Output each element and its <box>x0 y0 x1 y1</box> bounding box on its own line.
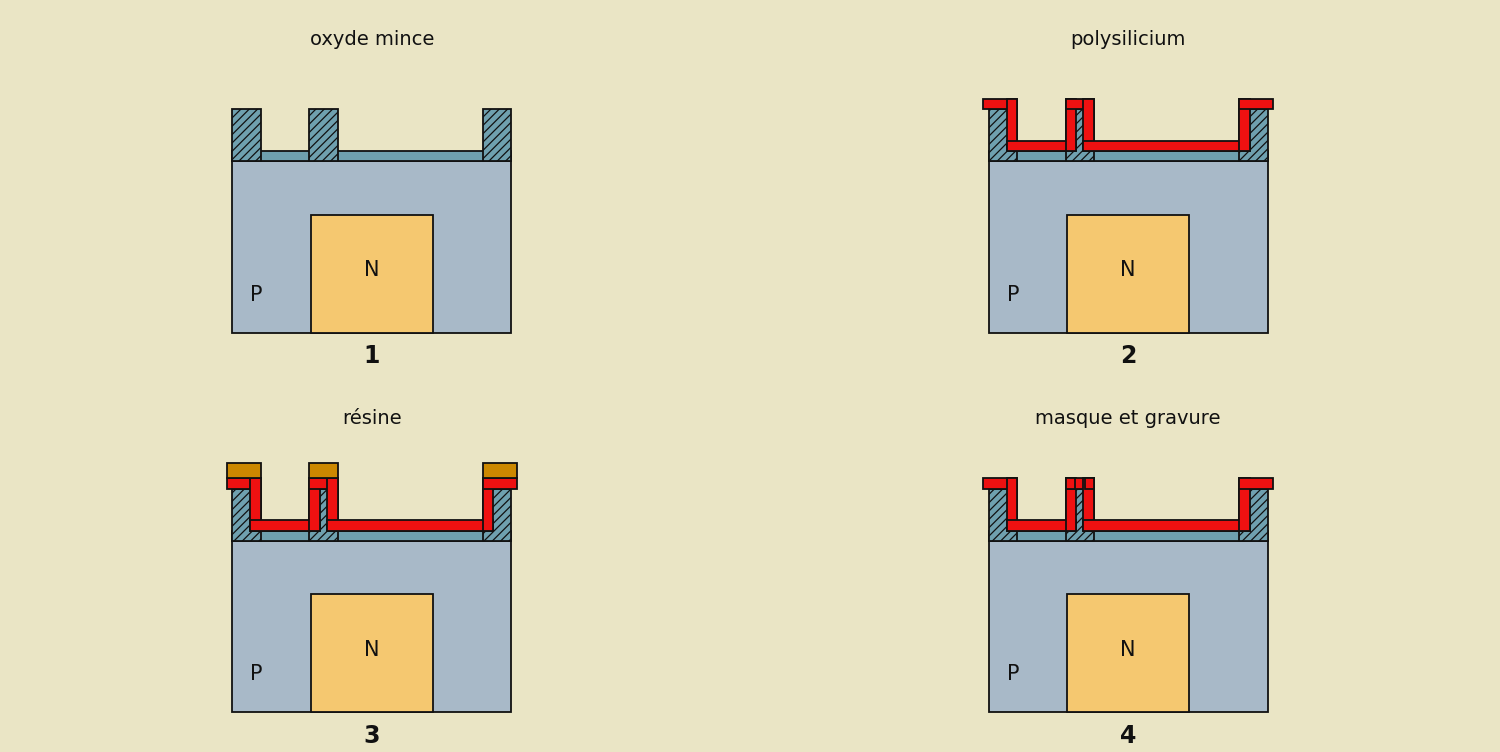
Bar <box>988 489 1017 541</box>
Bar <box>1239 478 1274 489</box>
Bar <box>1007 99 1017 151</box>
Bar <box>232 110 261 162</box>
Bar <box>984 478 1017 489</box>
Text: P: P <box>251 664 262 684</box>
Bar <box>232 541 512 712</box>
Bar <box>1239 99 1274 110</box>
Bar <box>483 478 494 531</box>
Bar <box>310 215 432 333</box>
Bar <box>988 110 1017 162</box>
Bar <box>232 162 512 333</box>
Bar <box>309 478 320 531</box>
Bar <box>483 478 516 489</box>
Bar <box>310 594 432 712</box>
Text: 1: 1 <box>363 344 380 368</box>
Bar <box>226 463 261 478</box>
Bar <box>988 541 1268 712</box>
Bar <box>988 531 1268 541</box>
Bar <box>1065 489 1094 541</box>
Bar <box>1065 478 1094 489</box>
Bar <box>309 463 338 478</box>
Text: oxyde mince: oxyde mince <box>309 30 434 49</box>
Text: N: N <box>1120 640 1136 660</box>
Text: N: N <box>364 260 380 280</box>
Text: P: P <box>1007 285 1019 305</box>
Text: 4: 4 <box>1120 723 1137 747</box>
Text: résine: résine <box>342 409 402 429</box>
Bar <box>1239 110 1268 162</box>
Bar <box>1065 110 1094 162</box>
Bar <box>309 110 338 162</box>
Bar <box>309 478 338 489</box>
Bar <box>1068 594 1190 712</box>
Bar <box>483 110 512 162</box>
Text: polysilicium: polysilicium <box>1071 30 1186 49</box>
Text: P: P <box>1007 664 1019 684</box>
Text: N: N <box>1120 260 1136 280</box>
Text: N: N <box>364 640 380 660</box>
Bar <box>1083 141 1250 151</box>
Text: P: P <box>251 285 262 305</box>
Bar <box>1065 478 1077 531</box>
Bar <box>226 478 261 489</box>
Bar <box>1065 99 1077 151</box>
Bar <box>232 531 512 541</box>
Bar <box>1083 99 1094 151</box>
Bar <box>1239 478 1250 531</box>
Bar <box>232 151 512 162</box>
Bar <box>1086 478 1094 489</box>
Bar <box>1007 141 1077 151</box>
Bar <box>1007 478 1017 531</box>
Bar <box>309 489 338 541</box>
Bar <box>1083 520 1250 531</box>
Bar <box>327 478 338 531</box>
Bar <box>327 520 494 531</box>
Bar <box>251 520 320 531</box>
Bar <box>984 99 1017 110</box>
Text: 3: 3 <box>363 723 380 747</box>
Bar <box>232 489 261 541</box>
Bar <box>1007 520 1077 531</box>
Bar <box>1068 215 1190 333</box>
Bar <box>1083 478 1094 531</box>
Bar <box>1065 99 1094 110</box>
Bar <box>988 162 1268 333</box>
Bar <box>1065 478 1074 489</box>
Bar <box>988 151 1268 162</box>
Bar <box>1239 99 1250 151</box>
Bar <box>483 489 512 541</box>
Bar <box>251 478 261 531</box>
Bar <box>483 463 516 478</box>
Bar <box>1239 489 1268 541</box>
Text: 2: 2 <box>1120 344 1137 368</box>
Text: masque et gravure: masque et gravure <box>1035 409 1221 429</box>
